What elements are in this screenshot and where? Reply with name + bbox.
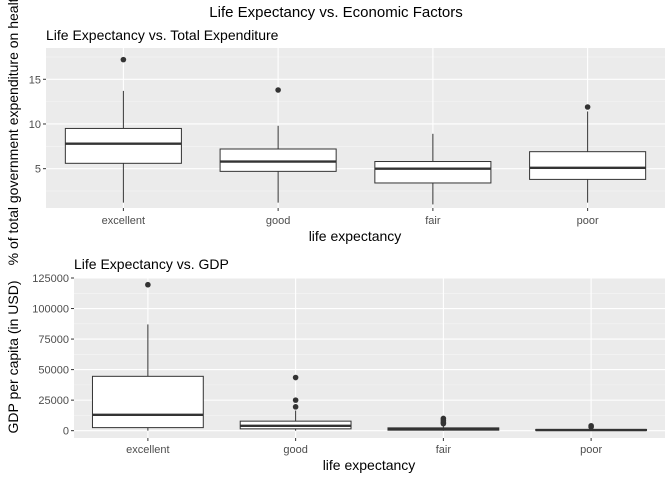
box-excellent bbox=[64, 127, 182, 164]
outlier-point-excellent bbox=[145, 281, 151, 288]
outlier-point-excellent bbox=[120, 56, 127, 63]
x-tick-label-fair: fair bbox=[425, 215, 441, 227]
x-tick-label-excellent: excellent bbox=[126, 444, 169, 456]
outlier-point-poor bbox=[588, 422, 594, 429]
box-good bbox=[219, 148, 337, 172]
y-axis-label-gdp: GDP per capita (in USD) bbox=[5, 280, 21, 433]
x-tick-label-excellent: excellent bbox=[102, 215, 145, 227]
plot-area-gdp: 0 25000 50000 75000 100000 125000 excellent goo… bbox=[32, 273, 665, 456]
x-tick-label-good: good bbox=[266, 215, 290, 227]
outlier-point-good bbox=[292, 404, 299, 410]
plot-area-expenditure: 5 10 15 excellent good fair poor bbox=[29, 48, 665, 227]
y-tick-label-expenditure: 10 bbox=[29, 119, 41, 131]
x-tick-label-poor: poor bbox=[577, 215, 599, 227]
y-tick-label-gdp: 50000 bbox=[38, 365, 69, 377]
y-tick-label-expenditure: 15 bbox=[29, 74, 41, 86]
outlier-point-good bbox=[275, 87, 281, 93]
outlier-point-good bbox=[292, 374, 299, 381]
y-tick-label-gdp: 25000 bbox=[38, 395, 69, 407]
box-excellent bbox=[91, 375, 204, 429]
x-tick-label-poor: poor bbox=[580, 444, 602, 456]
y-tick-label-gdp: 125000 bbox=[32, 273, 69, 285]
x-axis-label-gdp: life expectancy bbox=[323, 457, 416, 473]
y-tick-label-gdp: 75000 bbox=[38, 334, 69, 346]
figure-suptitle: Life Expectancy vs. Economic Factors bbox=[209, 4, 462, 21]
x-tick-label-good: good bbox=[283, 444, 307, 456]
y-axis-label-expenditure: % of total government expenditure on hea… bbox=[5, 0, 21, 265]
outlier-point-poor bbox=[584, 104, 591, 110]
panel-title-gdp: Life Expectancy vs. GDP bbox=[74, 256, 229, 272]
outlier-point-fair bbox=[440, 415, 447, 422]
x-tick-label-fair: fair bbox=[436, 444, 452, 456]
y-tick-label-gdp: 100000 bbox=[32, 304, 69, 316]
outlier-point-good bbox=[292, 397, 299, 403]
panel-title-expenditure: Life Expectancy vs. Total Expenditure bbox=[46, 27, 279, 43]
box-fair bbox=[374, 161, 492, 184]
box-poor bbox=[529, 151, 647, 180]
panel-expenditure: Life Expectancy vs. Total Expenditure 5 1… bbox=[5, 0, 665, 265]
x-axis-label-expenditure: life expectancy bbox=[309, 228, 402, 244]
y-tick-label-expenditure: 5 bbox=[35, 164, 41, 176]
panel-gdp: Life Expectancy vs. GDP 0 25000 50000 75000… bbox=[5, 256, 665, 473]
y-tick-label-gdp: 0 bbox=[63, 426, 69, 438]
